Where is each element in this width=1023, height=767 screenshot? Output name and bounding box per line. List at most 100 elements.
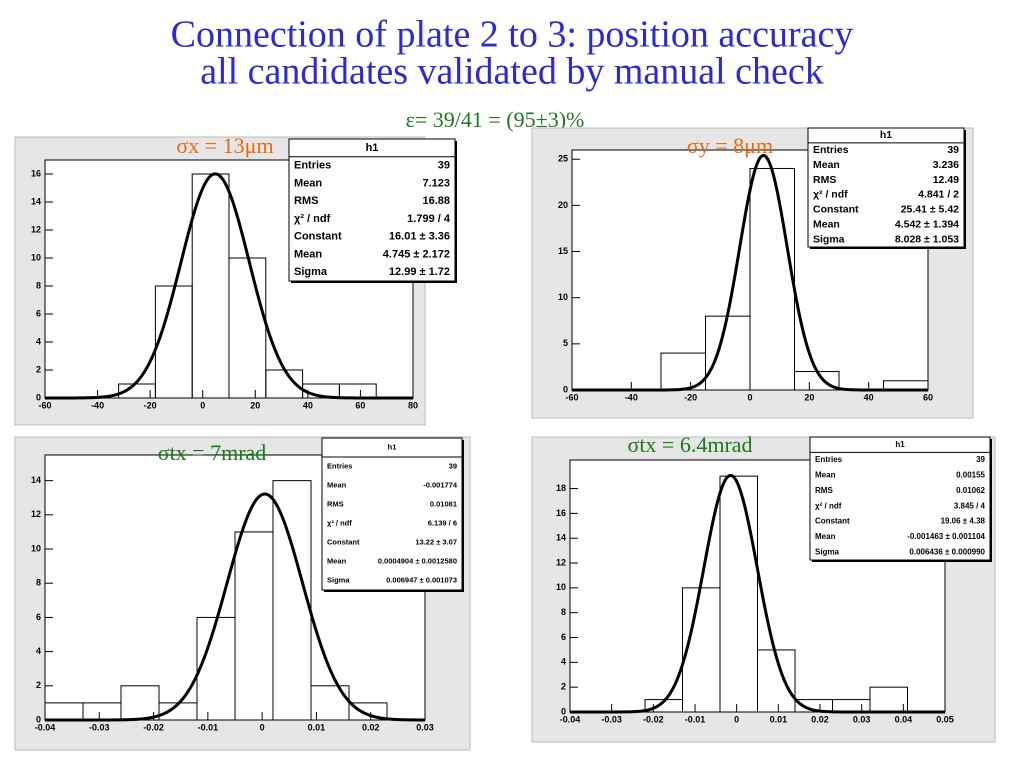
x-tick-label: 0.04	[895, 714, 913, 724]
stats-value: 12.99 ± 1.72	[389, 266, 450, 278]
stats-value: 16.01 ± 3.36	[389, 231, 450, 243]
stats-label: Mean	[813, 159, 840, 171]
fit-curve	[570, 473, 945, 714]
histogram-bar	[272, 480, 312, 721]
y-tick-label: 25	[558, 154, 568, 164]
x-tick-label: 60	[923, 392, 933, 402]
y-tick-label: 15	[558, 246, 568, 256]
x-tick-label: 20	[250, 400, 260, 410]
y-tick-label: 12	[31, 509, 41, 519]
x-tick-label: 0	[260, 722, 265, 732]
histogram-bar	[757, 649, 796, 713]
x-tick-label: -0.02	[643, 714, 664, 724]
x-tick-label: -0.02	[143, 722, 164, 732]
x-tick-label: 0	[200, 400, 205, 410]
x-tick-label: -0.03	[601, 714, 622, 724]
stats-value: 13.22 ± 3.07	[415, 537, 457, 546]
stats-value: 3.845 / 4	[954, 501, 986, 510]
stats-title: h1	[895, 440, 905, 449]
x-tick-label: 0.01	[770, 714, 788, 724]
stats-value: 3.236	[933, 159, 959, 171]
y-tick-label: 2	[36, 680, 41, 690]
stats-value: 19.06 ± 4.38	[941, 517, 986, 526]
x-tick-label: 0	[747, 392, 752, 402]
x-tick-label: -20	[684, 392, 697, 402]
x-tick-label: -40	[625, 392, 638, 402]
x-tick-label: 0.03	[853, 714, 871, 724]
stats-value: 4.542 ± 1.394	[895, 218, 959, 230]
x-tick-label: -0.04	[35, 722, 56, 732]
stats-box	[321, 437, 463, 591]
fit-curve	[45, 492, 425, 722]
stats-value: 1.799 / 4	[407, 213, 451, 225]
x-tick-label: 20	[804, 392, 814, 402]
annotation: σy = 8μm	[687, 133, 773, 158]
x-tick-label: -60	[565, 392, 578, 402]
x-tick-label: 40	[303, 400, 313, 410]
stats-value: 39	[438, 160, 450, 172]
y-tick-label: 10	[556, 582, 566, 592]
y-tick-label: 6	[36, 612, 41, 622]
x-tick-label: -20	[144, 400, 157, 410]
stats-value: 16.88	[422, 195, 450, 207]
y-tick-label: 18	[556, 483, 566, 493]
y-tick-label: 6	[36, 308, 41, 318]
x-tick-label: 40	[864, 392, 874, 402]
stats-value: 4.841 / 2	[918, 189, 959, 201]
y-tick-label: 5	[563, 338, 568, 348]
y-tick-label: 2	[36, 364, 41, 374]
stats-value: 39	[449, 461, 457, 470]
title-line: Connection of plate 2 to 3: position acc…	[171, 14, 854, 56]
stats-value: 25.41 ± 5.42	[901, 204, 959, 216]
stats-title: h1	[880, 129, 892, 141]
stats-label: Constant	[294, 231, 342, 243]
stats-label: RMS	[813, 174, 836, 186]
x-tick-label: 80	[408, 400, 418, 410]
y-tick-label: 0	[36, 392, 41, 402]
y-tick-label: 20	[558, 200, 568, 210]
y-tick-label: 4	[36, 336, 41, 346]
stats-value: 4.745 ± 2.172	[383, 248, 450, 260]
histogram-bar	[719, 475, 758, 713]
stats-label: Mean	[294, 177, 322, 189]
stats-value: 0.01062	[956, 486, 985, 495]
y-tick-label: 16	[556, 508, 566, 518]
stats-label: χ² / ndf	[813, 189, 848, 201]
fit-curve	[45, 172, 413, 400]
y-tick-label: 0	[561, 706, 566, 716]
title-line: all candidates validated by manual check	[200, 51, 824, 93]
stats-label: χ² / ndf	[327, 518, 352, 527]
x-tick-label: -60	[38, 400, 51, 410]
stats-label: RMS	[327, 499, 344, 508]
stats-label: Mean	[813, 218, 840, 230]
stats-label: Mean	[815, 532, 836, 541]
stats-label: Constant	[327, 537, 360, 546]
stats-label: Sigma	[813, 233, 845, 245]
stats-label: RMS	[815, 486, 833, 495]
histogram-bar	[348, 702, 388, 721]
stats-label: Entries	[815, 455, 843, 464]
stats-value: -0.001774	[423, 480, 458, 489]
stats-label: Mean	[294, 248, 322, 260]
y-tick-label: 10	[31, 543, 41, 553]
stats-label: Mean	[327, 480, 347, 489]
y-tick-label: 12	[556, 557, 566, 567]
stats-value: 0.00155	[956, 471, 985, 480]
stats-label: Constant	[813, 204, 859, 216]
stats-label: Entries	[327, 461, 352, 470]
stats-label: Sigma	[294, 266, 328, 278]
stats-label: Constant	[815, 517, 850, 526]
x-tick-label: -0.01	[685, 714, 706, 724]
annotation: σtx = 6.4mrad	[627, 432, 752, 457]
x-tick-label: 0.02	[811, 714, 829, 724]
y-tick-label: 4	[36, 646, 41, 656]
stats-title: h1	[366, 142, 379, 154]
y-tick-label: 10	[31, 252, 41, 262]
annotation: σx = 13μm	[176, 133, 273, 158]
stats-value: 8.028 ± 1.053	[895, 233, 959, 245]
stats-box	[807, 127, 965, 248]
y-tick-label: 16	[31, 168, 41, 178]
y-tick-label: 14	[556, 533, 566, 543]
stats-label: Sigma	[327, 575, 350, 584]
